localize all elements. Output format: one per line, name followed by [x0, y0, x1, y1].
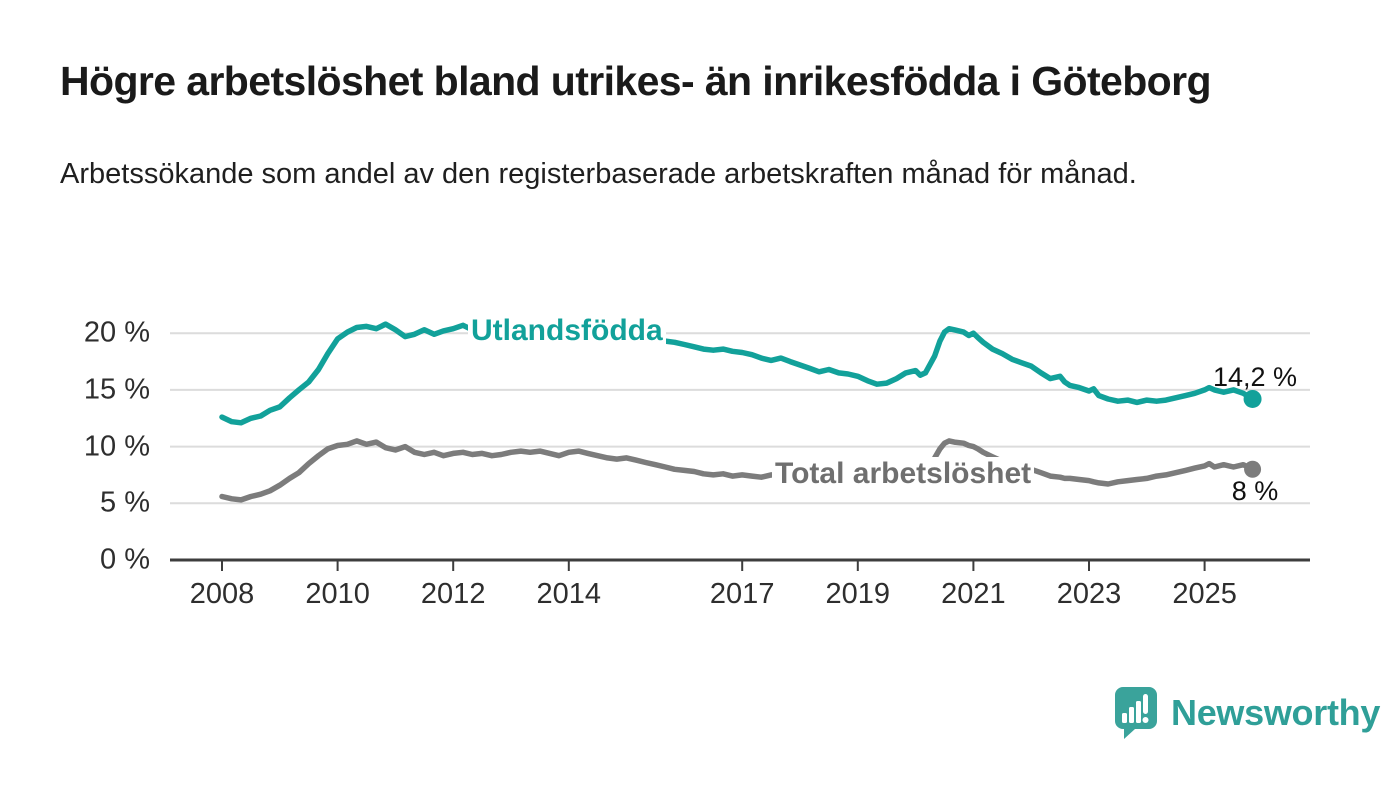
- chart-subtitle: Arbetssökande som andel av den registerb…: [60, 158, 1137, 190]
- newsworthy-branding: Newsworthy: [1114, 686, 1380, 740]
- y-tick-label: 5 %: [100, 486, 150, 519]
- end-value-label-total: 8 %: [1231, 476, 1279, 506]
- end-dot-utlandsfodda: [1243, 389, 1262, 408]
- x-tick-label: 2017: [709, 578, 775, 610]
- newsworthy-logo-text: Newsworthy: [1171, 692, 1381, 733]
- series-line-utlandsfodda: [219, 321, 1256, 426]
- x-tick-label: 2023: [1056, 578, 1122, 610]
- x-tick-label: 2025: [1172, 578, 1237, 610]
- series-label-utlandsfodda: Utlandsfödda: [468, 314, 666, 348]
- series-line-total: [219, 438, 1256, 503]
- y-tick-label: 15 %: [83, 373, 150, 406]
- page-title: Högre arbetslöshet bland utrikes- än inr…: [60, 58, 1212, 104]
- series-label-total-arbetsloshet: Total arbetslöshet: [772, 457, 1035, 491]
- y-tick-label: 20 %: [83, 316, 150, 349]
- y-tick-label: 0 %: [100, 543, 150, 576]
- newsworthy-logo-icon: [1115, 687, 1157, 739]
- end-dot-total: [1244, 460, 1262, 478]
- x-tick-label: 2008: [189, 578, 255, 610]
- x-tick-label: 2010: [305, 578, 370, 610]
- y-tick-label: 10 %: [83, 430, 150, 463]
- x-tick-label: 2012: [420, 578, 486, 610]
- x-tick-label: 2021: [941, 578, 1006, 610]
- x-tick-label: 2019: [825, 578, 891, 610]
- x-tick-label: 2014: [536, 578, 602, 610]
- end-value-label-utlandsfodda: 14,2 %: [1212, 362, 1297, 392]
